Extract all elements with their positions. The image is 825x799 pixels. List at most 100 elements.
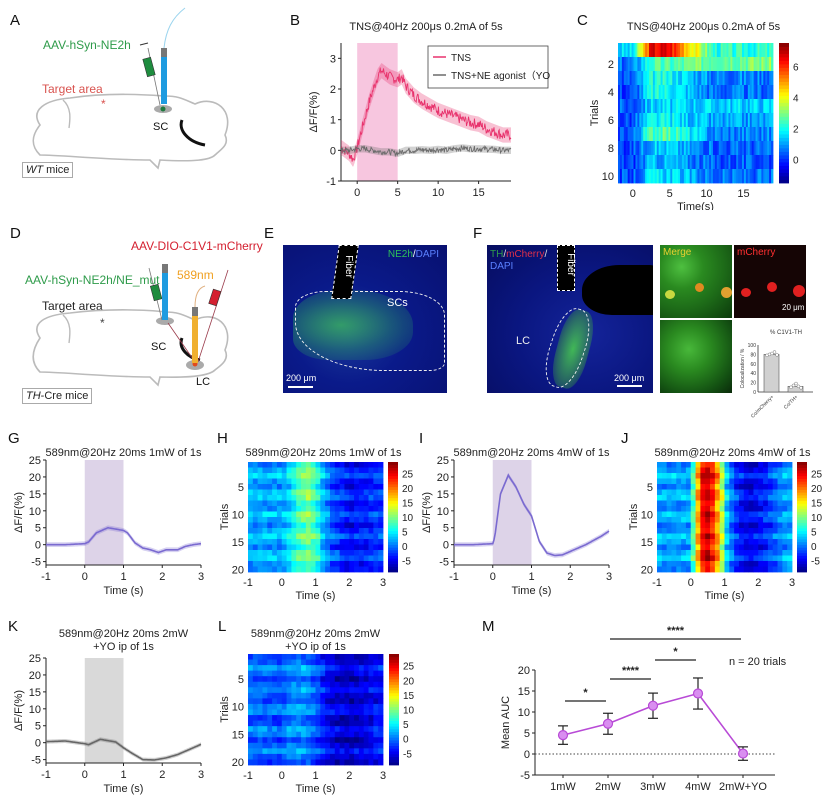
heatmap-cell	[301, 748, 307, 755]
panel-label: L	[218, 618, 227, 635]
colorbar-segment	[797, 530, 807, 534]
stimulus-window	[357, 43, 398, 181]
heatmap-cell	[320, 759, 326, 766]
colorbar-segment	[388, 544, 398, 548]
heatmap-cell	[695, 517, 701, 523]
heatmap-cell	[272, 495, 278, 501]
heatmap-cell	[329, 720, 336, 727]
heatmap-cell	[257, 676, 263, 683]
heatmap-cell	[291, 550, 297, 556]
heatmap-cell	[339, 550, 345, 556]
heatmap-cell	[276, 484, 283, 490]
heatmap-cell	[681, 528, 687, 534]
heatmap-cell	[368, 692, 374, 699]
heatmap-cell	[633, 127, 636, 142]
heatmap-cell	[378, 528, 384, 534]
heatmap-cell	[654, 57, 658, 72]
heatmap-cell	[697, 169, 700, 184]
heatmap-cell	[701, 155, 704, 170]
heatmap-cell	[685, 169, 689, 184]
heatmap-cell	[296, 555, 302, 562]
heatmap-cell	[676, 489, 682, 496]
heatmap-cell	[664, 85, 667, 100]
heatmap-cell	[705, 517, 711, 523]
heatmap-cell	[683, 155, 687, 170]
heatmap-cell	[743, 71, 747, 86]
colorbar-tick-label: 10	[811, 513, 823, 524]
heatmap-cell	[329, 522, 336, 529]
heatmap-cell	[674, 169, 677, 184]
heatmap-cell	[700, 544, 706, 551]
heatmap-cell	[763, 489, 769, 496]
heatmap-cell	[368, 561, 374, 567]
heatmap-cell	[252, 462, 259, 468]
y-tick-label: 15	[437, 489, 449, 501]
heatmap-cell	[625, 127, 629, 142]
heatmap-cell	[286, 676, 292, 683]
heatmap-cell	[627, 85, 631, 100]
heatmap-cell	[728, 127, 731, 142]
heatmap-cell	[315, 517, 321, 523]
heatmap-cell	[320, 676, 326, 683]
heatmap-cell	[627, 99, 631, 114]
heatmap-cell	[248, 742, 254, 749]
heatmap-cell	[666, 127, 669, 142]
heatmap-cell	[296, 737, 302, 744]
heatmap-cell	[349, 528, 355, 534]
heatmap-cell	[310, 681, 316, 688]
heatmap-cell	[771, 141, 774, 156]
heatmap-cell	[373, 692, 379, 699]
heatmap-cell	[281, 659, 287, 666]
heatmap-cell	[623, 71, 627, 86]
y-tick-label: 2	[330, 84, 336, 96]
heatmap-cell	[373, 550, 379, 556]
heatmap-cell	[674, 43, 677, 58]
colorbar-segment	[779, 151, 789, 156]
heatmap-cell	[650, 141, 654, 156]
heatmap-cell	[631, 99, 634, 114]
heatmap-cell	[262, 715, 268, 721]
heatmap-cell	[730, 113, 733, 128]
heatmap-cell	[676, 484, 682, 490]
heatmap-cell	[641, 71, 644, 86]
colorbar-segment	[389, 737, 399, 741]
heatmap-cell	[730, 127, 733, 142]
heatmap-cell	[296, 698, 302, 705]
y-tick-label: 0	[524, 749, 530, 761]
heatmap-cell	[305, 692, 312, 699]
heatmap-cell	[358, 478, 365, 485]
heatmap-cell	[782, 506, 788, 512]
heatmap-cell	[334, 665, 341, 672]
colorbar-segment	[797, 481, 807, 485]
heatmap-cell	[734, 511, 740, 518]
colorbar-segment	[388, 503, 398, 507]
heatmap-cell	[664, 43, 667, 58]
heatmap-cell	[310, 539, 316, 545]
heatmap-cell	[693, 71, 696, 86]
heatmap-cell	[358, 473, 365, 479]
heatmap-cell	[749, 169, 753, 184]
heatmap-cell	[301, 670, 307, 677]
heatmap-cell	[272, 726, 278, 733]
heatmap-cell	[647, 57, 650, 72]
heatmap-cell	[769, 127, 772, 142]
y-tick-label: 3	[330, 53, 336, 65]
heatmap-cell	[647, 155, 650, 170]
heatmap-cell	[690, 500, 696, 507]
heatmap-cell	[363, 654, 369, 660]
heatmap-cell	[315, 681, 321, 688]
heatmap-cell	[339, 676, 345, 683]
x-tick-label: 3	[380, 577, 386, 589]
heatmap-cell	[267, 654, 273, 660]
heatmap-cell	[619, 43, 623, 58]
heatmap-cell	[354, 522, 360, 529]
heatmap-cell	[291, 720, 297, 727]
heatmap-cell	[714, 566, 721, 573]
heatmap-cell	[633, 85, 636, 100]
colorbar-segment	[388, 530, 398, 534]
heatmap-cell	[678, 127, 681, 142]
fiber-label: Fiber	[342, 255, 354, 278]
heatmap-cell	[695, 489, 701, 496]
panel-label: H	[217, 430, 228, 447]
heatmap-cell	[743, 566, 750, 573]
